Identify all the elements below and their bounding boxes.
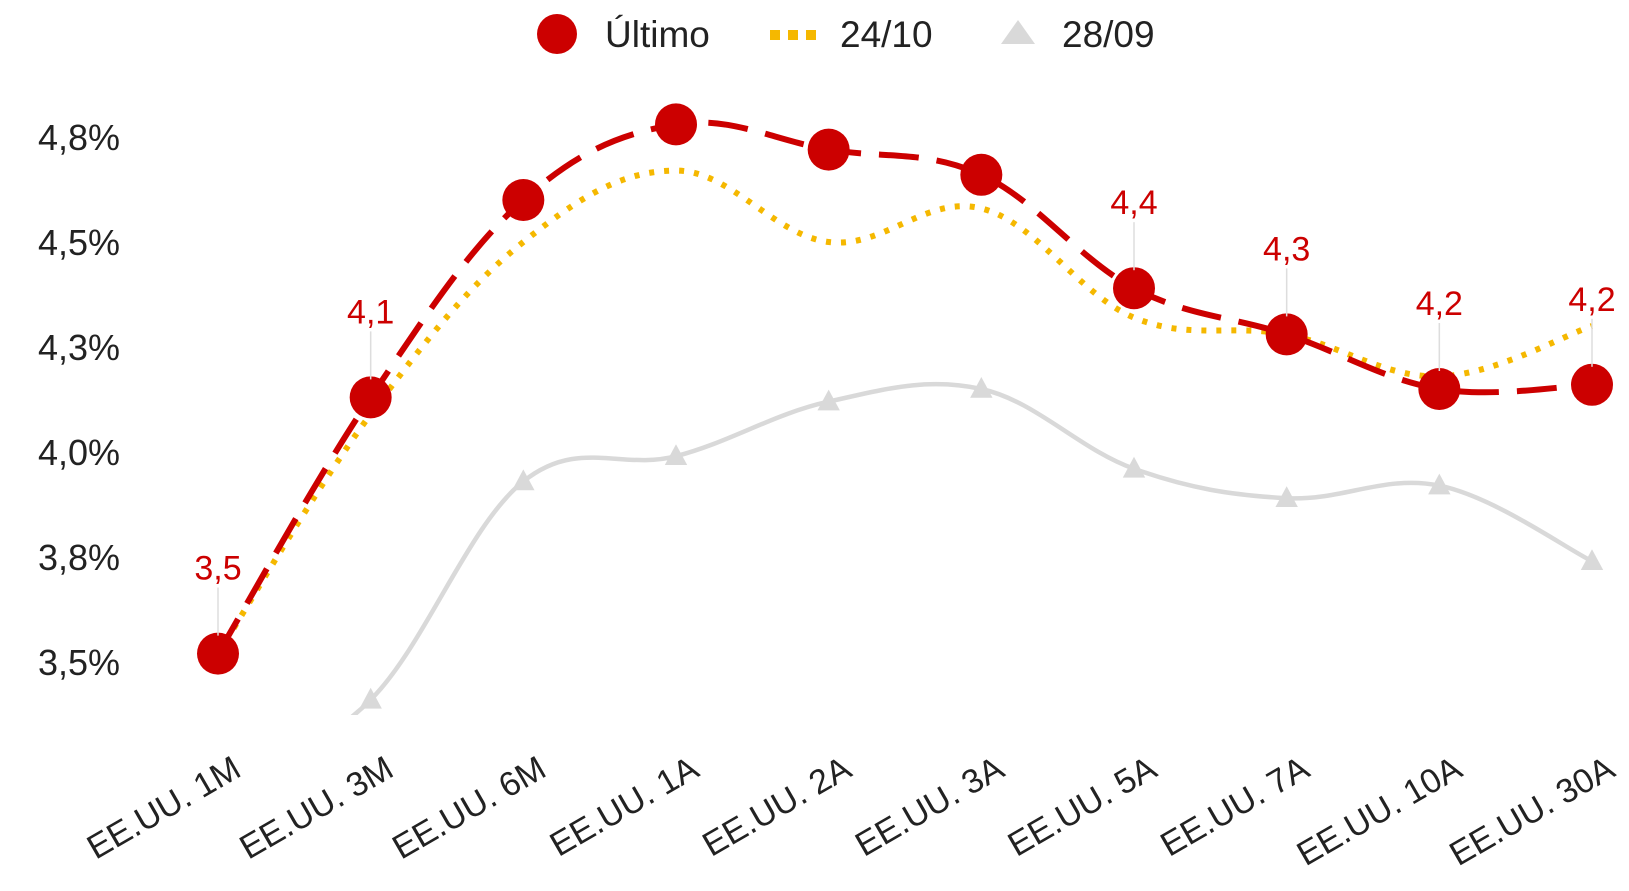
x-tick-label: EE.UU. 3A xyxy=(849,749,1011,864)
point--ltimo xyxy=(1113,267,1155,310)
point--ltimo xyxy=(1265,313,1308,356)
point--ltimo xyxy=(349,376,392,419)
point--ltimo xyxy=(502,179,545,221)
legend-symbol-24-10 xyxy=(806,30,816,40)
legend-label-28-09: 28/09 xyxy=(1062,14,1155,55)
data-label: 4,4 xyxy=(1110,184,1157,222)
point--ltimo xyxy=(1418,368,1461,410)
x-tick-label: EE.UU. 7A xyxy=(1154,749,1316,864)
point--ltimo xyxy=(1571,363,1613,406)
data-label: 4,3 xyxy=(1263,230,1310,268)
point--ltimo xyxy=(807,128,850,171)
legend-label-24-10: 24/10 xyxy=(840,14,933,55)
y-tick-label: 3,5% xyxy=(38,642,120,683)
legend: Último 24/10 28/09 xyxy=(537,14,1155,55)
data-labels: 3,5 4,1 4,4 4,3 4,2 4,2 xyxy=(194,184,1616,636)
x-tick-label: EE.UU. 6M xyxy=(386,749,552,867)
point-28-09 xyxy=(1275,486,1298,507)
y-tick-label: 4,3% xyxy=(38,327,120,368)
y-tick-label: 4,8% xyxy=(38,117,120,158)
data-label: 4,1 xyxy=(347,293,394,331)
y-axis: 3,5% 3,8% 4,0% 4,3% 4,5% 4,8% xyxy=(38,117,120,683)
point-28-09 xyxy=(664,444,688,465)
legend-symbol-28-09 xyxy=(1001,20,1035,44)
point-28-09 xyxy=(359,687,382,709)
x-tick-label: EE.UU. 5A xyxy=(1002,749,1164,864)
data-label: 4,2 xyxy=(1416,285,1463,323)
x-tick-label: EE.UU. 10A xyxy=(1291,749,1469,874)
point--ltimo xyxy=(960,153,1003,196)
point--ltimo xyxy=(197,632,239,675)
x-tick-label: EE.UU. 30A xyxy=(1443,749,1621,874)
data-label: 4,2 xyxy=(1568,281,1615,319)
legend-symbol--ltimo xyxy=(537,14,577,54)
y-tick-label: 4,5% xyxy=(38,222,120,263)
x-tick-label: EE.UU. 3M xyxy=(233,749,399,867)
y-tick-label: 3,8% xyxy=(38,537,120,578)
point-28-09 xyxy=(970,377,993,398)
series-line-24-10 xyxy=(215,167,1593,656)
point-28-09 xyxy=(512,469,535,491)
point--ltimo xyxy=(655,103,697,146)
point-28-09 xyxy=(1580,549,1604,570)
point-28-09 xyxy=(817,389,840,411)
y-tick-label: 4,0% xyxy=(38,432,120,473)
plot-area xyxy=(197,103,1613,715)
legend-symbol-24-10 xyxy=(788,30,798,40)
x-tick-label: EE.UU. 1M xyxy=(81,749,247,867)
point-28-09 xyxy=(1428,473,1451,495)
legend-symbol-24-10 xyxy=(770,30,780,40)
series-line-28-09 xyxy=(350,381,1595,715)
point-28-09 xyxy=(1122,456,1146,478)
x-tick-label: EE.UU. 1A xyxy=(544,749,706,864)
series-line--ltimo xyxy=(215,119,1593,656)
x-tick-label: EE.UU. 2A xyxy=(696,749,858,864)
legend-label--ltimo: Último xyxy=(605,14,710,55)
data-label: 3,5 xyxy=(194,550,241,588)
